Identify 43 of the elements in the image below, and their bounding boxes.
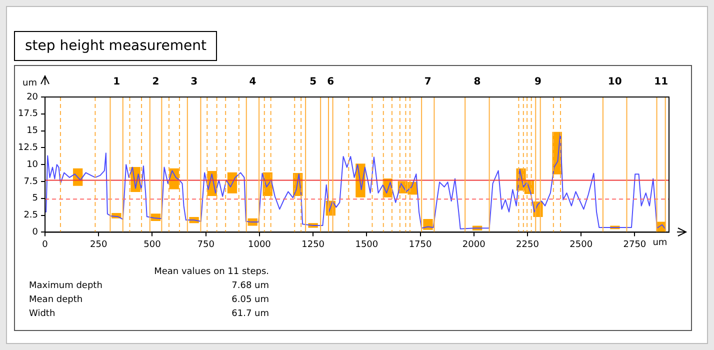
text: 7.68 um bbox=[230, 280, 269, 293]
text: 1 bbox=[113, 76, 120, 88]
x-tick-label: 2000 bbox=[462, 240, 486, 250]
text: 2 bbox=[152, 76, 160, 88]
text: Maximum depth bbox=[29, 280, 104, 293]
bar bbox=[423, 219, 433, 230]
x-tick-label: 1000 bbox=[248, 240, 272, 250]
y-tick-label: 7.5 bbox=[24, 176, 38, 187]
chart-title: step height measurement bbox=[14, 31, 218, 61]
x-tick-label: 1750 bbox=[408, 240, 432, 250]
text: 11 bbox=[654, 76, 668, 88]
text: 4 bbox=[249, 76, 256, 88]
y-tick-label: 5 bbox=[32, 194, 38, 204]
y-tick-label: 10 bbox=[26, 160, 38, 170]
y-tick-label: 2.5 bbox=[24, 210, 38, 221]
x-tick-label: 0 bbox=[42, 240, 48, 250]
x-axis-title: um bbox=[652, 238, 668, 248]
text: 10 bbox=[608, 76, 622, 88]
y-tick-label: 15 bbox=[26, 126, 38, 136]
x-tick-label: 2500 bbox=[570, 240, 593, 250]
x-tick-label: 750 bbox=[197, 240, 215, 250]
text: 6 bbox=[327, 76, 334, 88]
x-tick-label: 1500 bbox=[355, 240, 378, 250]
text: Mean values on 11 steps. bbox=[153, 266, 269, 279]
text: Mean depth bbox=[29, 294, 84, 307]
x-tick-label: 2250 bbox=[516, 240, 540, 250]
text: 9 bbox=[534, 76, 542, 88]
x-tick-label: 2750 bbox=[623, 240, 646, 250]
y-axis-title: um bbox=[22, 78, 38, 88]
x-tick-label: 1250 bbox=[302, 240, 325, 250]
text: 61.7 um bbox=[230, 308, 269, 321]
x-tick-label: 250 bbox=[90, 240, 108, 250]
y-tick-label: 17.5 bbox=[18, 109, 38, 120]
y-tick-label: 0 bbox=[32, 228, 38, 238]
text: 6.05 um bbox=[230, 294, 269, 307]
text: 8 bbox=[474, 76, 481, 88]
text: Width bbox=[29, 308, 56, 321]
y-tick-label: 20 bbox=[26, 92, 38, 102]
text: 5 bbox=[310, 76, 317, 88]
x-tick-label: 500 bbox=[144, 240, 162, 250]
text: 7 bbox=[424, 76, 432, 88]
text: 3 bbox=[190, 76, 198, 88]
y-tick-label: 12.5 bbox=[18, 143, 38, 154]
